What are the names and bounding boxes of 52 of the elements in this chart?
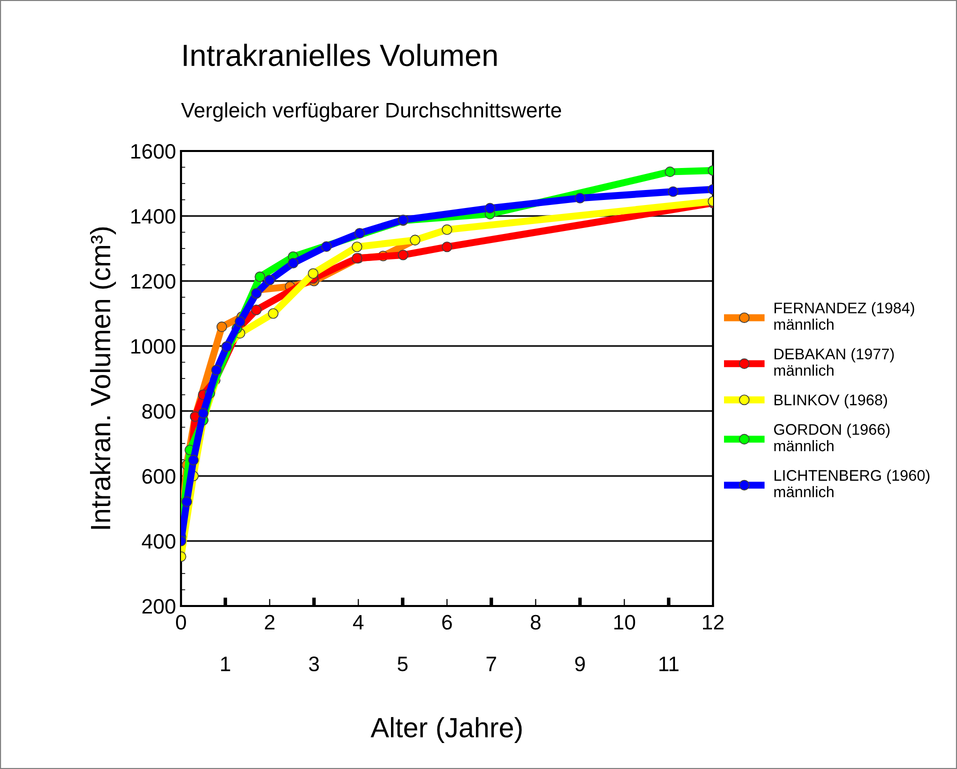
point xyxy=(668,186,678,197)
y-tick-label: 1000 xyxy=(131,339,176,354)
point xyxy=(251,304,262,316)
point xyxy=(352,242,362,252)
point xyxy=(188,454,199,466)
point xyxy=(268,308,278,319)
point xyxy=(216,322,228,332)
x-tick-label: 4 xyxy=(353,615,364,630)
x2-tick-label: 9 xyxy=(575,656,585,672)
x2-tick-label: 7 xyxy=(486,656,496,672)
point xyxy=(398,250,408,260)
point xyxy=(442,242,452,252)
x-tick-label: 0 xyxy=(176,614,186,630)
x2-tick-label: 5 xyxy=(398,656,408,672)
y-tick-label: 200 xyxy=(142,599,176,614)
point xyxy=(664,166,676,178)
point xyxy=(354,228,365,239)
x2-tick-label: 1 xyxy=(221,656,230,672)
y-axis-title: Intrakran. Volumen (cm³) xyxy=(90,227,116,529)
legend-label: GORDON (1966) männlich xyxy=(774,424,890,452)
legend-label: DEBAKAN (1977) männlich xyxy=(774,348,894,376)
point xyxy=(442,224,452,235)
x-tick-label: 6 xyxy=(442,614,452,630)
y-tick-label: 1600 xyxy=(131,144,176,159)
point xyxy=(574,192,586,204)
x2-tick-label: 3 xyxy=(309,656,319,672)
x-axis-title: Alter (Jahre) xyxy=(370,717,522,743)
point xyxy=(254,271,266,282)
x2-tick-label: 11 xyxy=(659,656,678,672)
point xyxy=(211,364,222,376)
y-tick-label: 800 xyxy=(142,404,176,419)
y-tick-label: 1200 xyxy=(131,274,176,289)
y-tick-label: 1400 xyxy=(131,209,176,224)
x-tick-label: 10 xyxy=(614,614,636,630)
legend-label: LICHTENBERG (1960) männlich xyxy=(774,470,930,498)
x-tick-label: 8 xyxy=(530,614,541,630)
point xyxy=(321,241,332,252)
point xyxy=(251,288,262,299)
y-tick-label: 600 xyxy=(142,469,176,484)
legend-label: FERNANDEZ (1984) männlich xyxy=(774,302,914,330)
point xyxy=(308,268,318,279)
point xyxy=(288,258,298,268)
chart-subtitle: Vergleich verfügbarer Durchschnittswerte xyxy=(181,102,562,122)
point xyxy=(484,202,496,214)
point xyxy=(264,274,275,286)
chart-title: Intrakranielles Volumen xyxy=(184,44,497,66)
legend-label: BLINKOV (1968) xyxy=(774,394,888,408)
point xyxy=(198,408,208,419)
point xyxy=(234,316,246,327)
x-tick-label: 2 xyxy=(264,614,274,630)
x-tick-label: 12 xyxy=(703,614,724,630)
y-tick-label: 400 xyxy=(142,534,176,549)
